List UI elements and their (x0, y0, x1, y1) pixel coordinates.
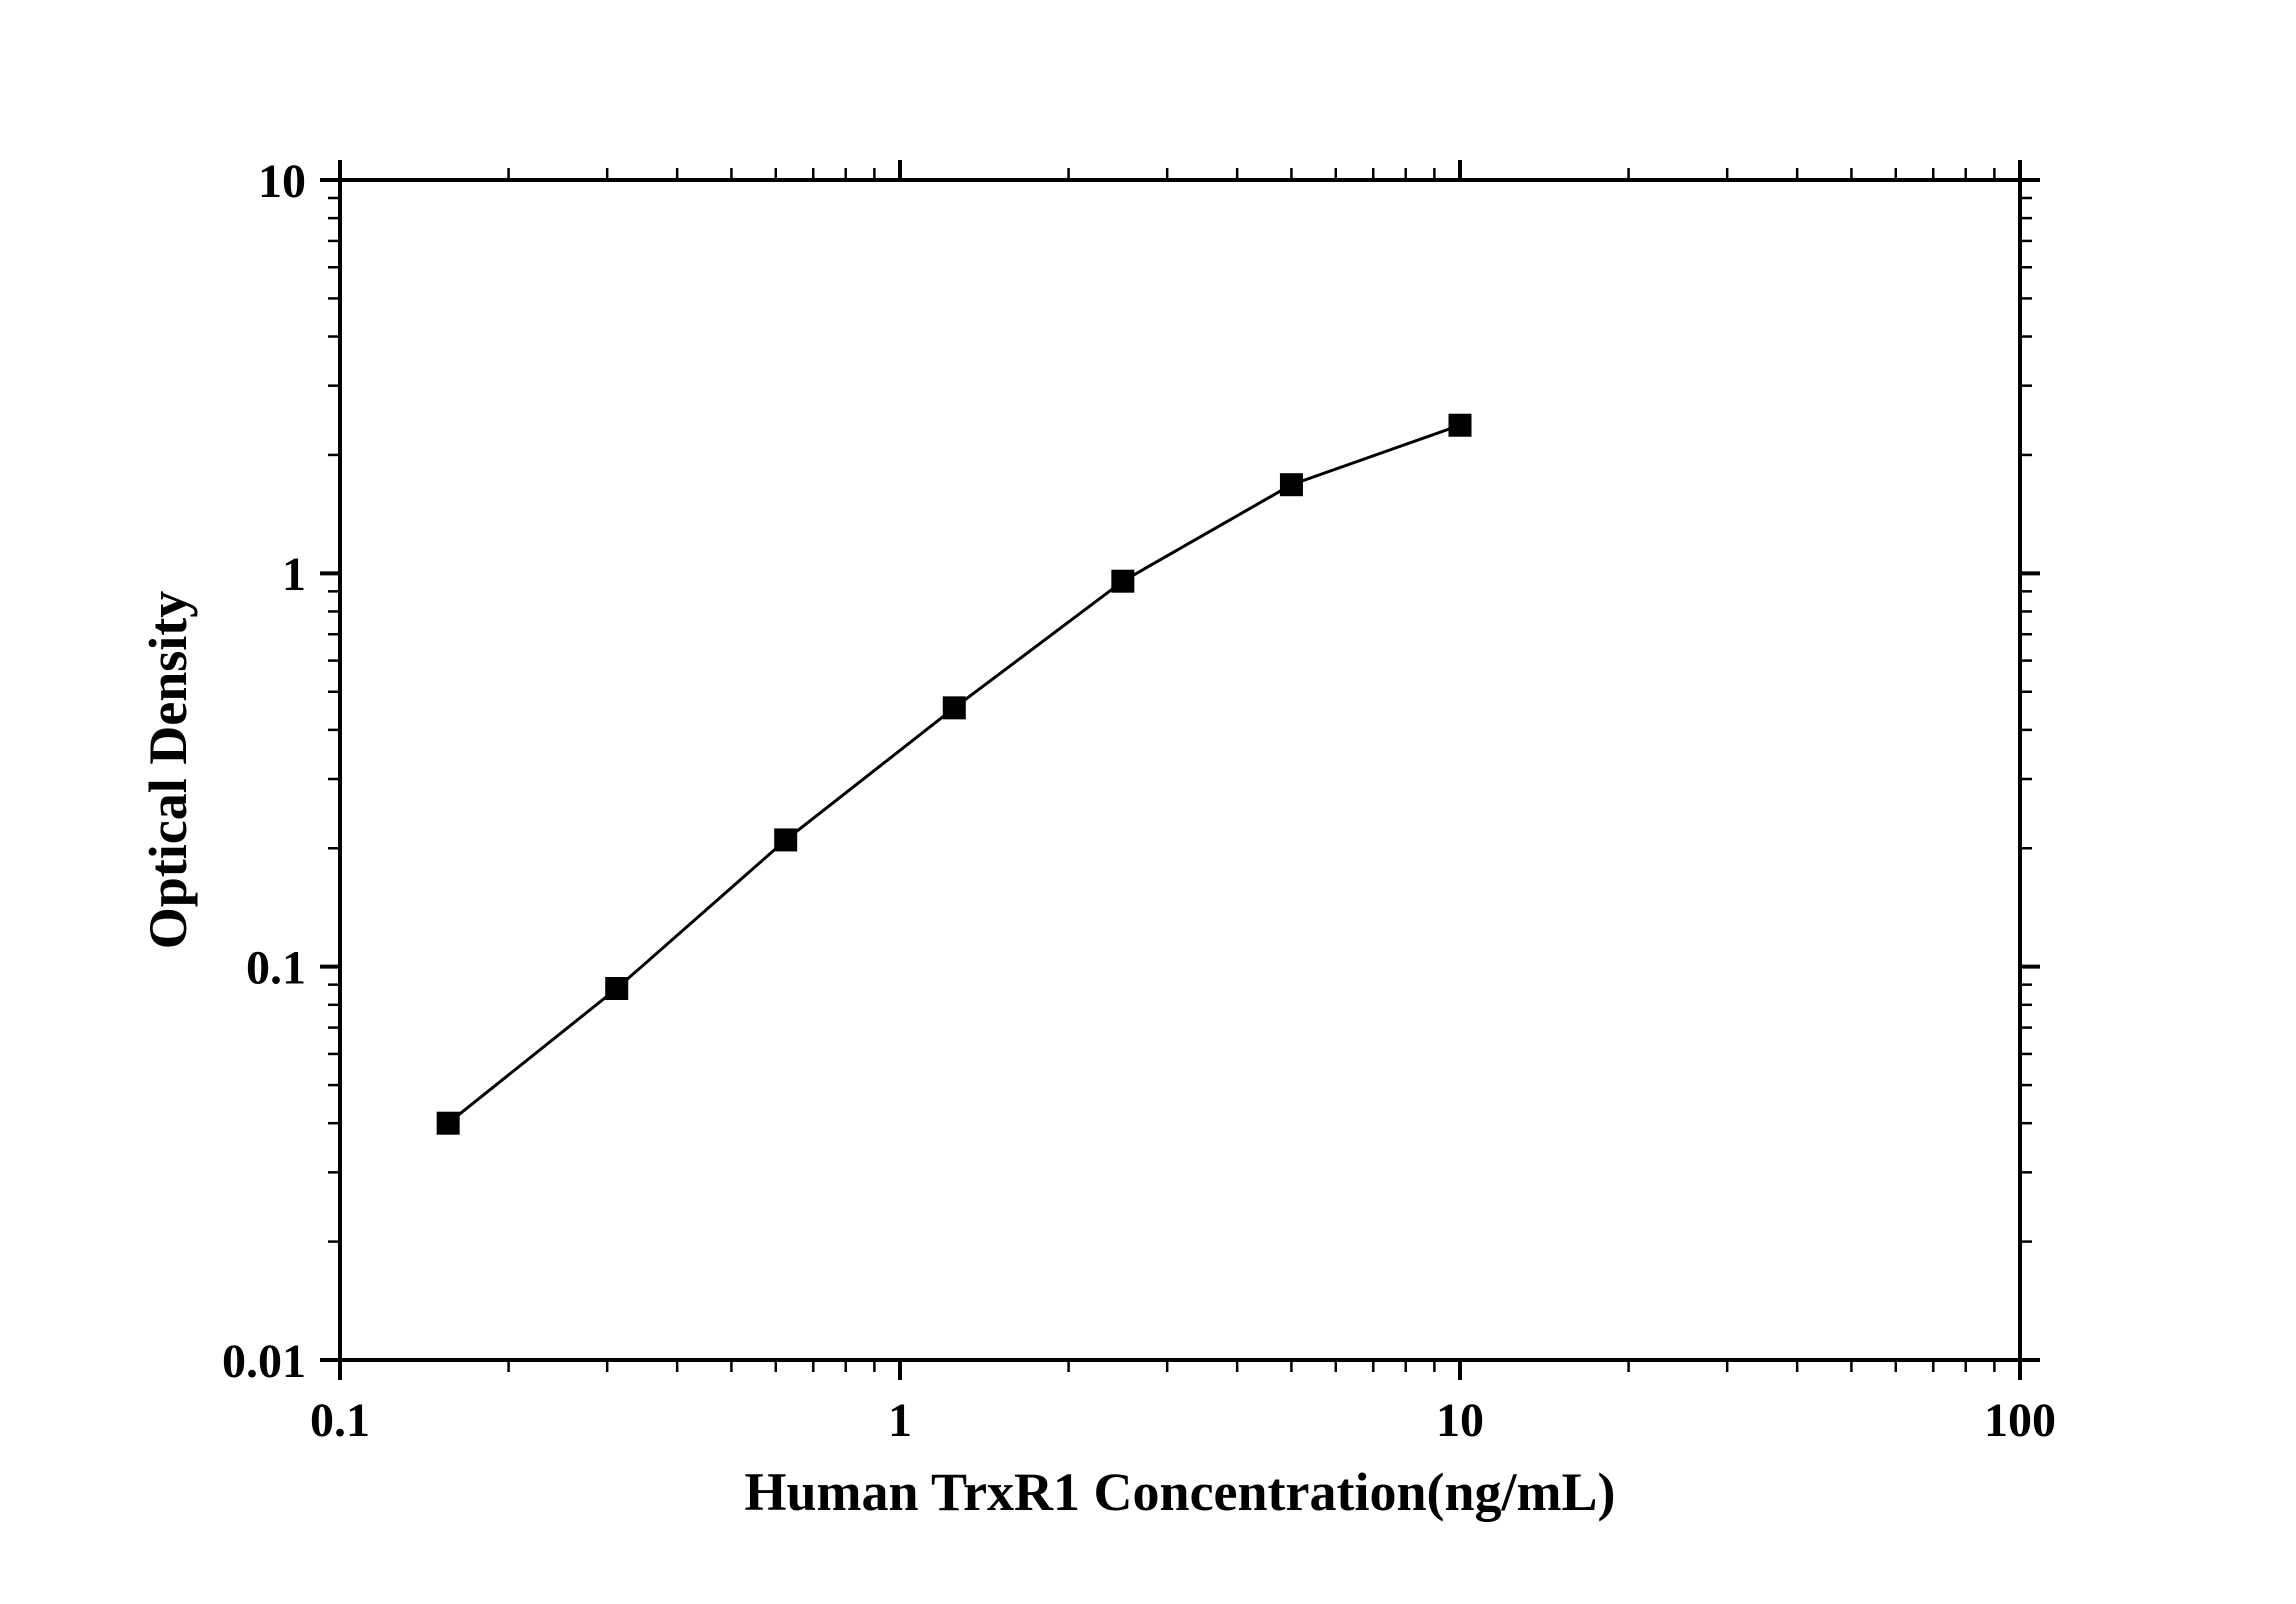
y-tick-label: 10 (258, 155, 306, 208)
y-tick-label: 1 (282, 548, 306, 601)
y-axis-label: Optical Density (138, 591, 198, 950)
x-tick-label: 10 (1436, 1394, 1484, 1447)
chart-container: 0.11101000.010.1110Human TrxR1 Concentra… (0, 0, 2296, 1604)
x-axis-label: Human TrxR1 Concentration(ng/mL) (744, 1462, 1615, 1522)
y-tick-label: 0.01 (222, 1335, 306, 1388)
data-marker (437, 1112, 459, 1134)
data-marker (943, 697, 965, 719)
x-tick-label: 1 (888, 1394, 912, 1447)
data-marker (606, 978, 628, 1000)
data-marker (775, 829, 797, 851)
y-tick-label: 0.1 (246, 941, 306, 994)
data-marker (1112, 570, 1134, 592)
data-marker (1280, 474, 1302, 496)
x-tick-label: 0.1 (310, 1394, 370, 1447)
standard-curve-chart: 0.11101000.010.1110Human TrxR1 Concentra… (0, 0, 2296, 1604)
x-tick-label: 100 (1984, 1394, 2056, 1447)
data-marker (1449, 414, 1471, 436)
